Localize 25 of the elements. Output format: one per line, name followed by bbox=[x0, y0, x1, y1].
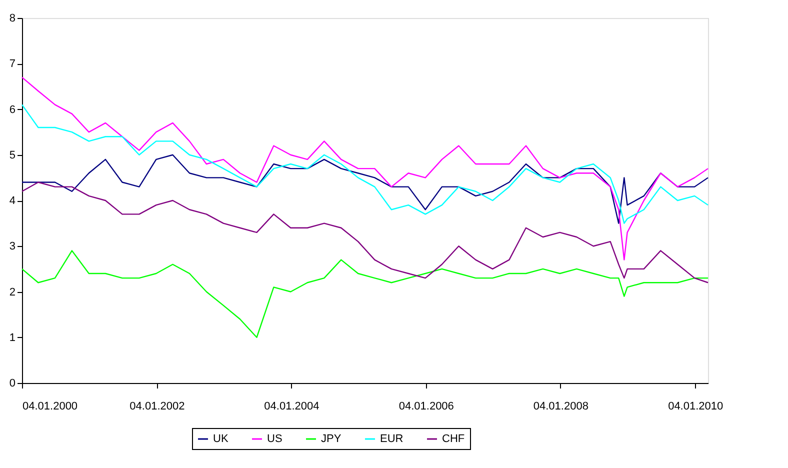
line-series bbox=[21, 76, 709, 260]
y-tick-label: 5 bbox=[9, 149, 16, 162]
x-tick-label: 04.01.2006 bbox=[398, 400, 454, 412]
x-tick-label: 04.01.2000 bbox=[22, 400, 78, 412]
legend-label: CHF bbox=[442, 433, 465, 445]
y-tick-label: 1 bbox=[9, 332, 16, 344]
x-tick-label: 04.01.2002 bbox=[130, 400, 185, 412]
y-tick-label: 2 bbox=[9, 286, 16, 298]
y-tick-label: 3 bbox=[9, 240, 16, 253]
x-tick-label: 04.01.2004 bbox=[264, 400, 320, 412]
legend-label: JPY bbox=[321, 433, 342, 445]
legend-label: EUR bbox=[380, 433, 404, 445]
x-tick-label: 04.01.2008 bbox=[533, 400, 588, 412]
y-tick-label: 8 bbox=[9, 12, 16, 24]
y-tick-label: 4 bbox=[9, 195, 16, 207]
legend-label: US bbox=[267, 433, 282, 445]
line-series bbox=[21, 250, 709, 338]
y-tick-label: 0 bbox=[9, 378, 16, 390]
y-tick-label: 7 bbox=[9, 58, 16, 70]
legend-label: UK bbox=[213, 433, 229, 445]
line-series bbox=[21, 182, 709, 284]
line-series bbox=[21, 104, 709, 224]
y-tick-label: 6 bbox=[9, 104, 16, 116]
line-series bbox=[21, 154, 709, 224]
x-tick-label: 04.01.2010 bbox=[668, 400, 724, 412]
